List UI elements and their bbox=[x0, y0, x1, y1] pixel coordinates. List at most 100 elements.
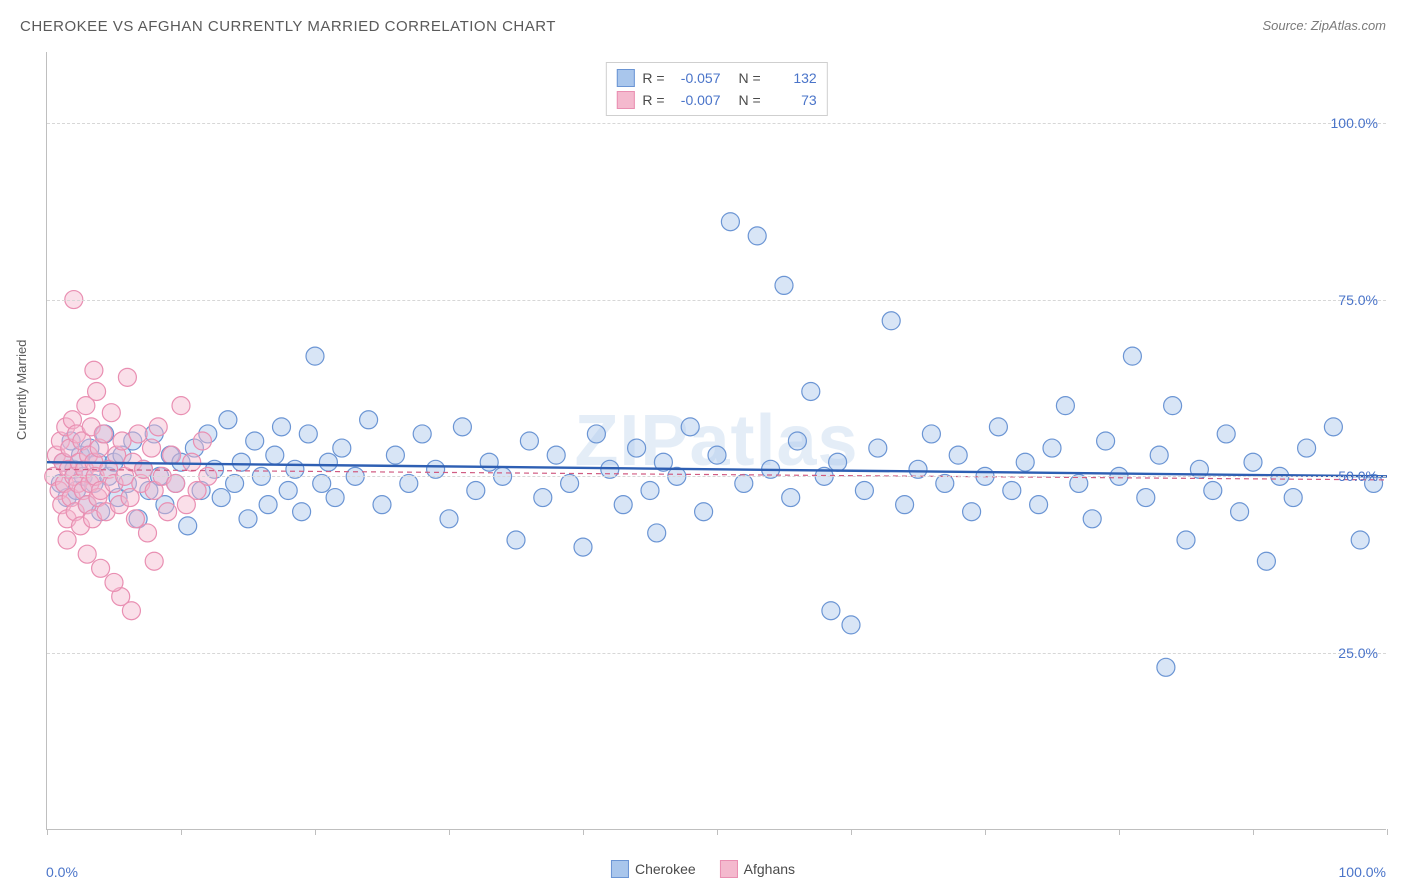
y-tick-label: 75.0% bbox=[1338, 292, 1378, 308]
scatter-point bbox=[775, 276, 793, 294]
stats-n-label: N = bbox=[739, 70, 761, 86]
scatter-point bbox=[306, 347, 324, 365]
scatter-point bbox=[695, 503, 713, 521]
scatter-point bbox=[520, 432, 538, 450]
scatter-point bbox=[1056, 397, 1074, 415]
scatter-point bbox=[85, 361, 103, 379]
scatter-point bbox=[614, 496, 632, 514]
scatter-point bbox=[126, 510, 144, 528]
scatter-point bbox=[88, 382, 106, 400]
scatter-point bbox=[129, 425, 147, 443]
stats-n-value: 73 bbox=[769, 92, 817, 108]
scatter-point bbox=[293, 503, 311, 521]
scatter-point bbox=[1016, 453, 1034, 471]
scatter-point bbox=[1097, 432, 1115, 450]
scatter-point bbox=[149, 418, 167, 436]
scatter-point bbox=[143, 439, 161, 457]
scatter-point bbox=[1244, 453, 1262, 471]
scatter-point bbox=[507, 531, 525, 549]
x-tick-mark bbox=[851, 829, 852, 835]
scatter-point bbox=[922, 425, 940, 443]
scatter-point bbox=[628, 439, 646, 457]
stats-r-value: -0.007 bbox=[673, 92, 721, 108]
chart-title: CHEROKEE VS AFGHAN CURRENTLY MARRIED COR… bbox=[20, 18, 556, 35]
scatter-point bbox=[1177, 531, 1195, 549]
stats-r-label: R = bbox=[642, 70, 664, 86]
legend-label: Afghans bbox=[744, 861, 795, 877]
scatter-point bbox=[829, 453, 847, 471]
x-tick-mark bbox=[583, 829, 584, 835]
scatter-point bbox=[855, 482, 873, 500]
scatter-point bbox=[246, 432, 264, 450]
chart-container: CHEROKEE VS AFGHAN CURRENTLY MARRIED COR… bbox=[0, 0, 1406, 892]
scatter-point bbox=[413, 425, 431, 443]
scatter-point bbox=[326, 489, 344, 507]
legend-item: Afghans bbox=[720, 860, 795, 878]
y-tick-label: 50.0% bbox=[1338, 468, 1378, 484]
scatter-point bbox=[788, 432, 806, 450]
scatter-point bbox=[440, 510, 458, 528]
scatter-point bbox=[212, 489, 230, 507]
stats-n-label: N = bbox=[739, 92, 761, 108]
scatter-point bbox=[896, 496, 914, 514]
scatter-point bbox=[1030, 496, 1048, 514]
scatter-point bbox=[842, 616, 860, 634]
scatter-point bbox=[1123, 347, 1141, 365]
stats-row: R =-0.007N =73 bbox=[606, 89, 826, 111]
scatter-point bbox=[1351, 531, 1369, 549]
scatter-point bbox=[1003, 482, 1021, 500]
x-tick-mark bbox=[315, 829, 316, 835]
scatter-point bbox=[193, 432, 211, 450]
stats-row: R =-0.057N =132 bbox=[606, 67, 826, 89]
scatter-point bbox=[949, 446, 967, 464]
scatter-point bbox=[78, 545, 96, 563]
scatter-point bbox=[259, 496, 277, 514]
scatter-point bbox=[681, 418, 699, 436]
stats-n-value: 132 bbox=[769, 70, 817, 86]
stats-legend-box: R =-0.057N =132R =-0.007N =73 bbox=[605, 62, 827, 116]
y-axis-label: Currently Married bbox=[14, 340, 29, 440]
scatter-point bbox=[1204, 482, 1222, 500]
y-tick-label: 100.0% bbox=[1331, 115, 1378, 131]
scatter-point bbox=[1043, 439, 1061, 457]
scatter-point bbox=[1157, 658, 1175, 676]
scatter-point bbox=[587, 425, 605, 443]
scatter-point bbox=[1298, 439, 1316, 457]
source-label: Source: ZipAtlas.com bbox=[1262, 18, 1386, 33]
scatter-point bbox=[58, 531, 76, 549]
scatter-point bbox=[963, 503, 981, 521]
x-tick-100: 100.0% bbox=[1339, 864, 1386, 880]
scatter-point bbox=[989, 418, 1007, 436]
plot-area: ZIPatlas R =-0.057N =132R =-0.007N =73 2… bbox=[46, 52, 1386, 830]
scatter-point bbox=[299, 425, 317, 443]
scatter-point bbox=[273, 418, 291, 436]
x-tick-mark bbox=[181, 829, 182, 835]
scatter-point bbox=[1231, 503, 1249, 521]
gridline bbox=[47, 653, 1386, 654]
scatter-point bbox=[232, 453, 250, 471]
scatter-point bbox=[159, 503, 177, 521]
scatter-point bbox=[882, 312, 900, 330]
x-tick-0: 0.0% bbox=[46, 864, 78, 880]
scatter-point bbox=[1137, 489, 1155, 507]
legend-item: Cherokee bbox=[611, 860, 696, 878]
y-tick-label: 25.0% bbox=[1338, 645, 1378, 661]
scatter-point bbox=[113, 432, 131, 450]
x-tick-mark bbox=[47, 829, 48, 835]
scatter-point bbox=[648, 524, 666, 542]
scatter-point bbox=[574, 538, 592, 556]
scatter-point bbox=[373, 496, 391, 514]
scatter-point bbox=[547, 446, 565, 464]
x-tick-mark bbox=[1119, 829, 1120, 835]
scatter-point bbox=[782, 489, 800, 507]
scatter-point bbox=[266, 446, 284, 464]
scatter-point bbox=[1324, 418, 1342, 436]
scatter-point bbox=[122, 602, 140, 620]
legend-swatch bbox=[720, 860, 738, 878]
scatter-point bbox=[822, 602, 840, 620]
scatter-point bbox=[1257, 552, 1275, 570]
gridline bbox=[47, 123, 1386, 124]
scatter-point bbox=[333, 439, 351, 457]
scatter-point bbox=[1150, 446, 1168, 464]
scatter-point bbox=[360, 411, 378, 429]
